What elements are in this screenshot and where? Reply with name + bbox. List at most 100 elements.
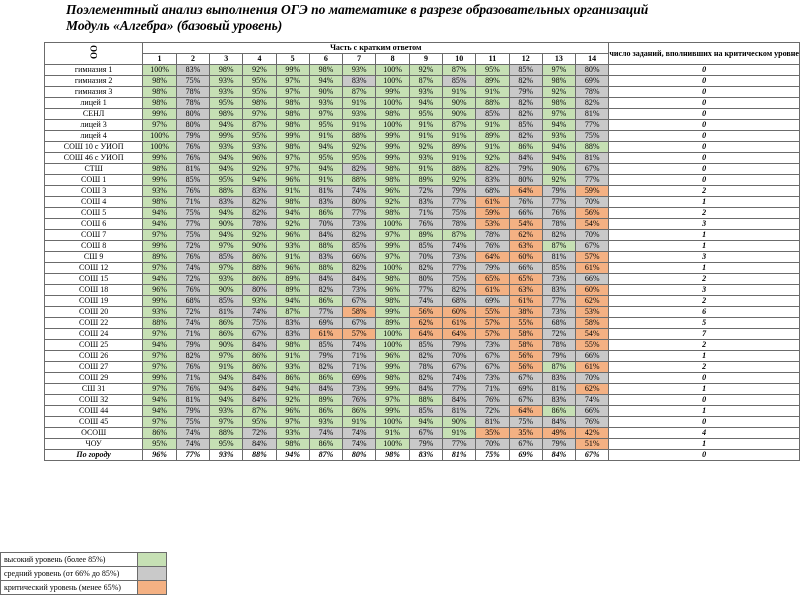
table-row: СОШ 10 с УИОП 100% 76% 93% 93% 98% 94% 92% 99% 92… <box>43 141 800 153</box>
score-cell: 77% <box>575 119 610 131</box>
school-name: ЧОУ <box>43 438 144 450</box>
score-cell: 97% <box>275 86 310 98</box>
score-cell: 77% <box>541 295 577 307</box>
score-cell: 87% <box>442 229 477 241</box>
score-cell: 90% <box>209 284 244 296</box>
score-cell: 83% <box>275 317 310 329</box>
total-cell: 67% <box>575 449 610 461</box>
score-cell: 96% <box>375 284 410 296</box>
score-cell: 78% <box>575 86 610 98</box>
task-number-header: 10 <box>442 53 477 65</box>
school-name: СОШ 10 с УИОП <box>43 141 144 153</box>
score-cell: 89% <box>475 75 510 87</box>
school-name: СОШ 44 <box>43 405 144 417</box>
table-row: СОШ 5 94% 75% 94% 82% 94% 86% 77% 98% 71% 75% 59% 66… <box>43 207 800 219</box>
table-row: СОШ 22 88% 74% 86% 75% 83% 69% 67% 89% 62% 61% 57% 5… <box>43 317 800 329</box>
score-cell: 60% <box>508 251 543 263</box>
score-cell: 94% <box>209 394 244 406</box>
critical-count: 1 <box>608 438 800 450</box>
score-cell: 82% <box>408 262 444 274</box>
score-cell: 82% <box>575 97 610 109</box>
score-cell: 78% <box>541 218 577 230</box>
score-cell: 91% <box>442 86 477 98</box>
score-cell: 92% <box>342 141 377 153</box>
score-cell: 74% <box>442 372 477 384</box>
title-line-2: Модуль «Алгебра» (базовый уровень) <box>66 18 283 33</box>
school-name: СОШ 5 <box>43 207 144 219</box>
critical-count: 1 <box>608 240 800 252</box>
score-cell: 92% <box>242 163 277 175</box>
score-cell: 76% <box>175 361 211 373</box>
score-cell: 97% <box>275 163 310 175</box>
score-cell: 76% <box>175 284 211 296</box>
score-cell: 78% <box>442 218 477 230</box>
score-cell: 67% <box>242 328 277 340</box>
score-cell: 81% <box>442 405 477 417</box>
critical-count: 0 <box>608 394 800 406</box>
table-row: СОШ 24 97% 71% 86% 67% 83% 61% 57% 100% 64% 64% 57%… <box>43 328 800 340</box>
score-cell: 81% <box>575 152 610 164</box>
critical-count: 1 <box>608 196 800 208</box>
score-cell: 95% <box>408 108 444 120</box>
score-cell: 71% <box>175 328 211 340</box>
score-cell: 92% <box>242 64 277 76</box>
critical-count: 7 <box>608 328 800 340</box>
score-cell: 92% <box>242 229 277 241</box>
score-cell: 99% <box>142 372 177 384</box>
score-cell: 68% <box>175 295 211 307</box>
score-cell: 86% <box>242 361 277 373</box>
school-name: лицей 3 <box>43 119 144 131</box>
score-cell: 91% <box>275 350 310 362</box>
total-cell: 94% <box>275 449 310 461</box>
score-cell: 94% <box>209 152 244 164</box>
score-cell: 100% <box>142 64 177 76</box>
score-cell: 91% <box>408 130 444 142</box>
score-cell: 84% <box>508 152 543 164</box>
score-cell: 91% <box>375 427 410 439</box>
school-name: СОШ 20 <box>43 306 144 318</box>
score-cell: 85% <box>508 119 543 131</box>
score-cell: 85% <box>408 240 444 252</box>
table-row: гимназия 2 98% 75% 93% 95% 97% 94% 83% 100% 87% 85… <box>43 75 800 87</box>
score-cell: 74% <box>342 438 377 450</box>
score-cell: 98% <box>375 273 410 285</box>
score-cell: 62% <box>408 317 444 329</box>
score-cell: 80% <box>408 273 444 285</box>
score-cell: 91% <box>342 416 377 428</box>
score-cell: 62% <box>575 295 610 307</box>
score-cell: 82% <box>475 163 510 175</box>
score-cell: 93% <box>142 306 177 318</box>
score-cell: 96% <box>275 174 310 186</box>
score-cell: 95% <box>475 64 510 76</box>
score-cell: 70% <box>575 196 610 208</box>
school-name: СОШ 22 <box>43 317 144 329</box>
score-cell: 83% <box>342 75 377 87</box>
total-cell: 69% <box>508 449 543 461</box>
score-cell: 94% <box>242 174 277 186</box>
legend-swatch <box>137 566 167 581</box>
results-table: ОО Часть с кратким ответом число заданий… <box>43 42 800 461</box>
task-number-header: 4 <box>242 53 277 65</box>
score-cell: 93% <box>408 152 444 164</box>
score-cell: 75% <box>175 229 211 241</box>
score-cell: 82% <box>408 350 444 362</box>
score-cell: 94% <box>142 405 177 417</box>
table-row: СЕНЛ 99% 80% 98% 97% 98% 97% 93% 98% 95% 90% 85% 82%… <box>43 108 800 120</box>
score-cell: 35% <box>475 427 510 439</box>
score-cell: 88% <box>308 262 344 274</box>
score-cell: 77% <box>408 284 444 296</box>
score-cell: 82% <box>508 108 543 120</box>
score-cell: 88% <box>442 163 477 175</box>
score-cell: 76% <box>342 394 377 406</box>
score-cell: 78% <box>175 97 211 109</box>
score-cell: 87% <box>442 64 477 76</box>
title-line-1: Поэлементный анализ выполнения ОГЭ по ма… <box>66 2 649 17</box>
critical-count: 2 <box>608 361 800 373</box>
score-cell: 91% <box>408 163 444 175</box>
score-cell: 56% <box>575 207 610 219</box>
score-cell: 93% <box>209 273 244 285</box>
score-cell: 99% <box>275 64 310 76</box>
score-cell: 86% <box>308 372 344 384</box>
score-cell: 82% <box>342 229 377 241</box>
score-cell: 98% <box>275 141 310 153</box>
